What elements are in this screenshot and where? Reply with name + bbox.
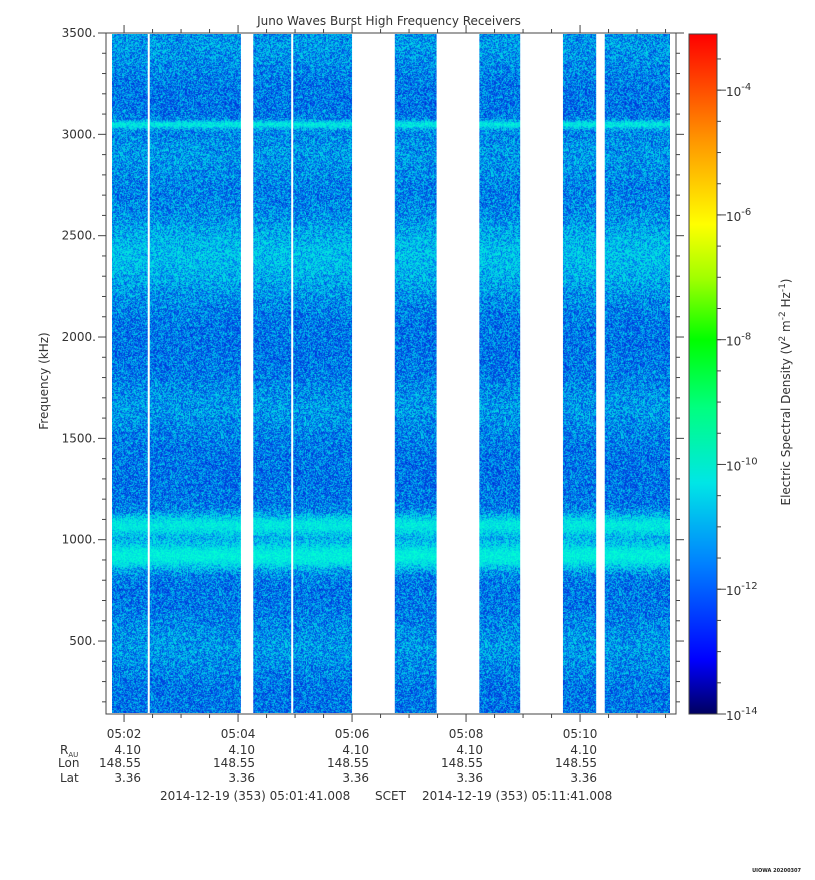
footer-end-time: 2014-12-19 (353) 05:11:41.008 [422, 789, 613, 803]
ephemeris-value-lat: 3.36 [114, 771, 141, 785]
ephemeris-value-lat: 3.36 [342, 771, 369, 785]
x-axis: 05:02 05:04 05:06 05:08 05:10 [107, 25, 667, 741]
x-tick-label: 05:04 [221, 727, 256, 741]
y-tick-label: 3000. [62, 127, 96, 141]
y-tick-label: 2500. [62, 229, 96, 243]
ephemeris-value-lat: 3.36 [228, 771, 255, 785]
colorbar-label-end: ) [779, 278, 793, 283]
ephemeris-label-r: RAU [60, 743, 78, 759]
spectrogram-segment [604, 34, 670, 713]
y-tick-label: 3500. [62, 26, 96, 40]
spectrogram-segment [562, 34, 597, 713]
x-tick-label: 05:06 [335, 727, 370, 741]
ephemeris-value-lon: 148.55 [441, 756, 483, 770]
x-tick-label: 05:10 [563, 727, 598, 741]
ephemeris-label-lat: Lat [60, 771, 79, 785]
spectrogram-segment [112, 34, 241, 713]
y-axis: 500. 1000. 1500. 2000. 2500. 3000. 3500. [62, 26, 684, 703]
ephemeris-label-r-main: R [60, 743, 68, 757]
ephemeris-value-lon: 148.55 [327, 756, 369, 770]
colorbar-label-mid2: Hz [779, 292, 793, 311]
y-axis-label: Frequency (kHz) [37, 332, 51, 429]
colorbar-label-sup2: -2 [778, 311, 788, 320]
colorbar-tick-label: 10-8 [726, 332, 751, 349]
ephemeris-value-r: 4.10 [114, 743, 141, 757]
ephemeris-value-lat: 3.36 [456, 771, 483, 785]
spectrogram-segment [394, 34, 437, 713]
y-tick-label: 2000. [62, 330, 96, 344]
ephemeris-value-r: 4.10 [228, 743, 255, 757]
footer-scet-label: SCET [375, 789, 406, 803]
ephemeris-value-r: 4.10 [570, 743, 597, 757]
colorbar-tick-label: 10-6 [726, 207, 751, 224]
plot-area: 500. 1000. 1500. 2000. 2500. 3000. 3500. 05:02… [62, 25, 684, 741]
data-segments [112, 33, 670, 714]
colorbar-tick-label: 10-14 [726, 706, 758, 723]
colorbar-tick-label: 10-12 [726, 581, 758, 598]
colorbar-tick-label: 10-10 [726, 456, 758, 473]
y-tick-label: 500. [69, 634, 96, 648]
y-tick-label: 1000. [62, 533, 96, 547]
ephemeris-label-r-sub: AU [68, 751, 78, 759]
x-tick-label: 05:02 [107, 727, 142, 741]
ephemeris-value-r: 4.10 [342, 743, 369, 757]
ephemeris-table: RAU Lon Lat 4.10148.553.364.10148.553.36… [58, 743, 597, 785]
colorbar-ticks: 10-14 10-12 10-10 10-8 10-6 10-4 [717, 58, 758, 723]
spectrogram-segment [253, 34, 353, 713]
colorbar-label-mid: m [779, 320, 793, 336]
ephemeris-value-lon: 148.55 [213, 756, 255, 770]
colorbar-label-sup1: 2 [778, 336, 788, 342]
x-tick-label: 05:08 [449, 727, 484, 741]
y-tick-label: 1500. [62, 431, 96, 445]
plot-frame [105, 32, 677, 715]
spectrogram-segment [479, 34, 521, 713]
version-stamp: UIOWA 20200307 [752, 868, 801, 874]
colorbar: 10-14 10-12 10-10 10-8 10-6 10-4 Electric Spe… [688, 33, 793, 723]
colorbar-gradient [688, 33, 718, 715]
ephemeris-value-lat: 3.36 [570, 771, 597, 785]
colorbar-label-main: Electric Spectral Density (V [779, 341, 793, 506]
ephemeris-value-lon: 148.55 [555, 756, 597, 770]
colorbar-tick-label: 10-4 [726, 82, 751, 99]
footer-start-time: 2014-12-19 (353) 05:01:41.008 [160, 789, 351, 803]
colorbar-label: Electric Spectral Density (V2 m-2 Hz-1) [778, 278, 793, 505]
colorbar-label-sup3: -1 [778, 283, 788, 292]
ephemeris-value-lon: 148.55 [99, 756, 141, 770]
chart-title: Juno Waves Burst High Frequency Receiver… [256, 14, 521, 28]
ephemeris-value-r: 4.10 [456, 743, 483, 757]
ephemeris-label-lon: Lon [58, 756, 79, 770]
